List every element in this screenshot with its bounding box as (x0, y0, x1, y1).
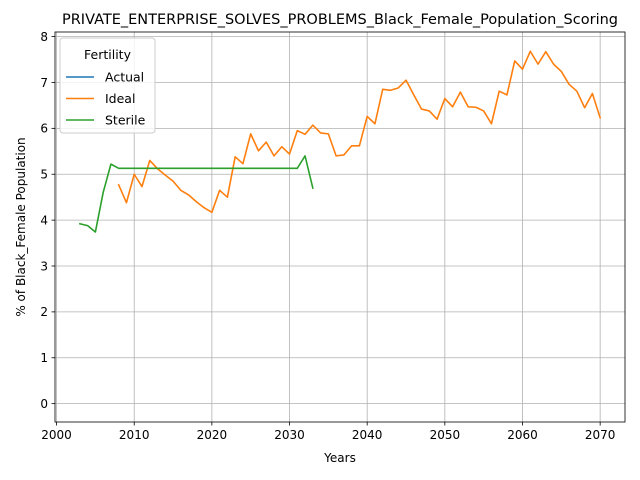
y-tick-label: 0 (40, 397, 48, 411)
x-tick-label: 2010 (119, 428, 150, 442)
legend-label-actual: Actual (105, 70, 144, 85)
x-tick-label: 2030 (274, 428, 305, 442)
legend-title: Fertility (84, 47, 132, 62)
chart-title: PRIVATE_ENTERPRISE_SOLVES_PROBLEMS_Black… (62, 12, 618, 28)
legend-label-sterile: Sterile (105, 113, 146, 128)
x-tick-label: 2070 (585, 428, 616, 442)
legend: Fertility Actual Ideal Sterile (60, 38, 155, 133)
y-tick-label: 3 (40, 259, 48, 273)
x-tick-label: 2050 (430, 428, 461, 442)
x-tick-label: 2040 (352, 428, 383, 442)
y-tick-label: 4 (40, 213, 48, 227)
y-axis-label: % of Black_Female Population (14, 137, 28, 316)
y-tick-label: 1 (40, 351, 48, 365)
y-tick-label: 2 (40, 305, 48, 319)
y-tick-label: 6 (40, 122, 48, 136)
y-tick-label: 8 (40, 30, 48, 44)
x-tick-label: 2000 (41, 428, 72, 442)
x-tick-label: 2060 (507, 428, 538, 442)
x-tick-label: 2020 (197, 428, 228, 442)
x-axis-label: Years (323, 451, 356, 465)
y-tick-label: 7 (40, 76, 48, 90)
legend-label-ideal: Ideal (105, 91, 135, 106)
y-tick-label: 5 (40, 168, 48, 182)
